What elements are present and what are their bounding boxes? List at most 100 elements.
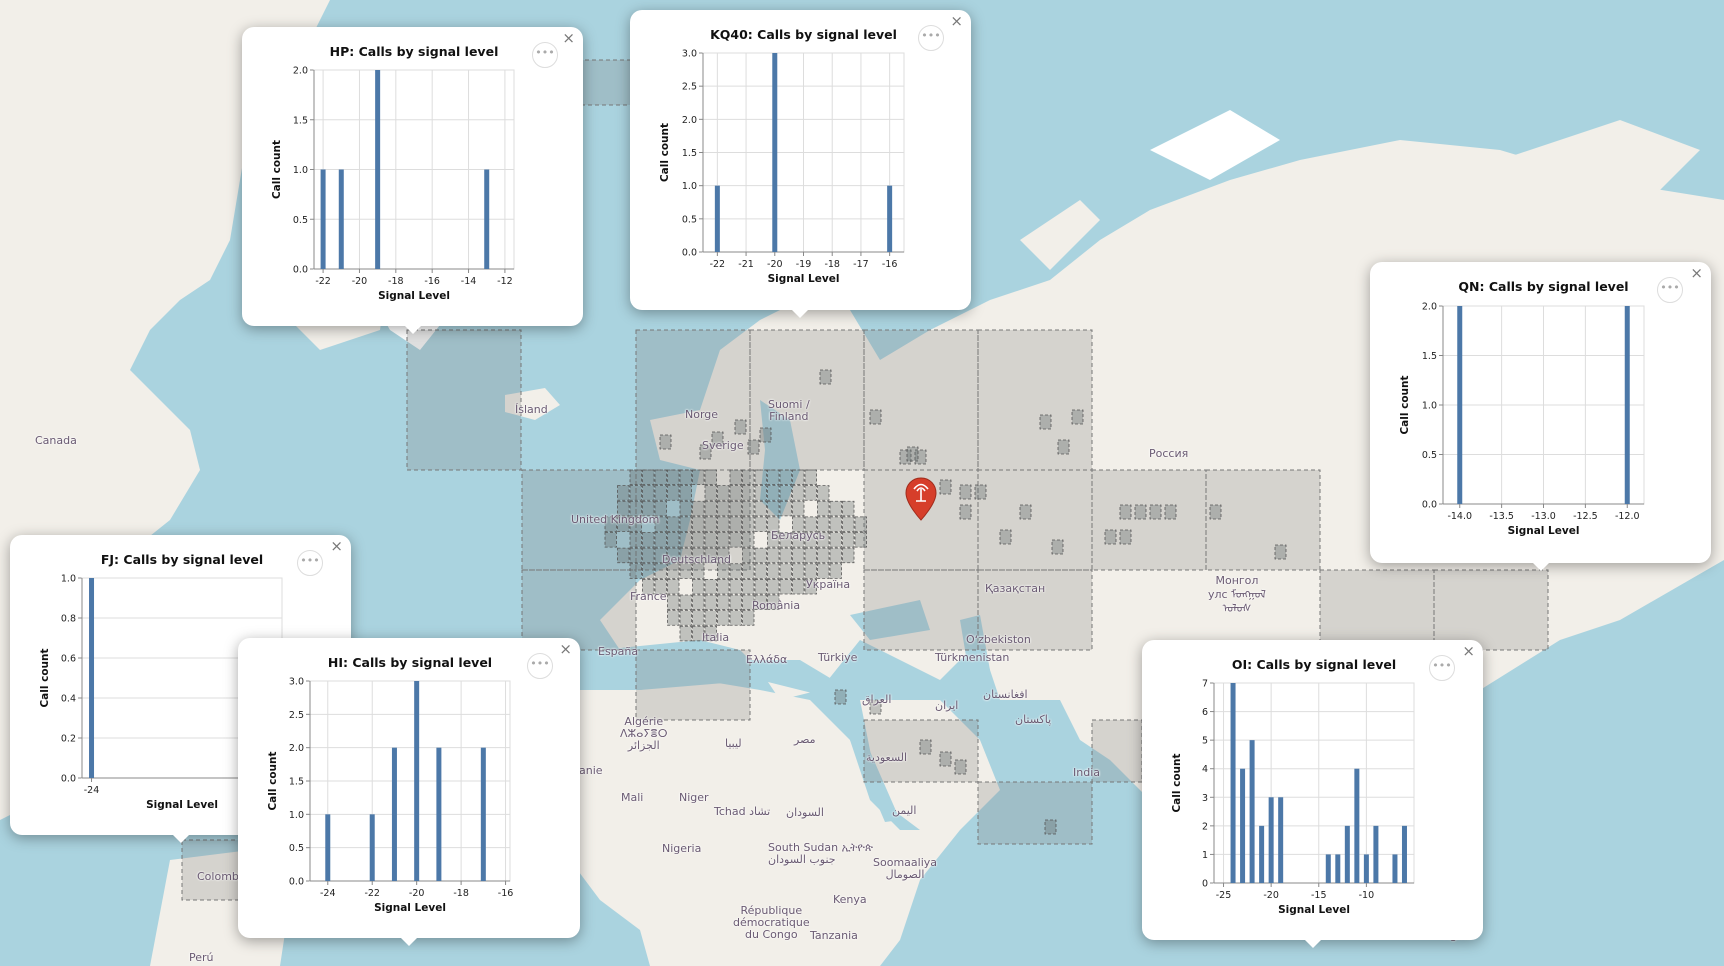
popup-close-button[interactable]: × [330, 537, 343, 555]
grid-square[interactable] [792, 485, 805, 501]
grid-square[interactable] [717, 578, 730, 595]
grid-square[interactable] [642, 485, 655, 501]
grid-square[interactable] [1149, 504, 1162, 520]
grid-square[interactable] [817, 547, 830, 564]
grid-square[interactable] [792, 578, 805, 595]
grid-square[interactable] [717, 610, 730, 626]
grid-square[interactable] [754, 547, 767, 564]
grid-square[interactable] [679, 532, 692, 548]
grid-square[interactable] [754, 563, 767, 579]
grid-square[interactable] [717, 563, 730, 579]
bar[interactable] [1354, 768, 1360, 883]
grid-square[interactable] [729, 516, 742, 532]
grid-square[interactable] [779, 547, 792, 564]
grid-square[interactable] [779, 485, 792, 501]
grid-square[interactable] [704, 469, 717, 486]
bar[interactable] [1392, 854, 1398, 883]
grid-square[interactable] [779, 469, 792, 486]
grid-square[interactable] [792, 500, 805, 517]
bar[interactable] [436, 747, 442, 881]
grid-square[interactable] [679, 547, 692, 564]
grid-square[interactable] [654, 547, 667, 564]
grid-square[interactable] [759, 427, 772, 443]
grid-square[interactable] [642, 469, 655, 486]
grid-square[interactable] [767, 532, 780, 548]
grid-square[interactable] [1019, 504, 1032, 520]
grid-square[interactable] [692, 547, 705, 564]
grid-square[interactable] [804, 469, 817, 486]
grid-square[interactable] [742, 516, 755, 532]
grid-square[interactable] [642, 532, 655, 548]
grid-square[interactable] [767, 469, 780, 486]
grid-square[interactable] [754, 485, 767, 501]
grid-square[interactable] [742, 578, 755, 595]
grid-square[interactable] [817, 485, 830, 501]
grid-square[interactable] [919, 739, 932, 755]
grid-square[interactable] [767, 563, 780, 579]
grid-square[interactable] [617, 547, 630, 564]
grid-square[interactable] [1274, 544, 1287, 560]
grid-square[interactable] [679, 500, 692, 517]
grid-square[interactable] [906, 446, 919, 462]
grid-square[interactable] [667, 563, 680, 579]
station-marker-icon[interactable] [904, 477, 938, 521]
grid-square[interactable] [899, 449, 912, 465]
grid-square[interactable] [692, 625, 705, 642]
grid-square[interactable] [717, 594, 730, 611]
grid-square[interactable] [1104, 529, 1117, 545]
grid-square[interactable] [704, 625, 717, 642]
bar[interactable] [1259, 825, 1265, 883]
grid-square[interactable] [1051, 539, 1064, 555]
bar[interactable] [1401, 825, 1407, 883]
grid-square[interactable] [742, 547, 755, 564]
chart-menu-button[interactable]: ••• [527, 653, 553, 679]
grid-square[interactable] [817, 532, 830, 548]
grid-square[interactable] [717, 532, 730, 548]
bar[interactable] [887, 185, 893, 252]
grid-square[interactable] [679, 485, 692, 501]
grid-square[interactable] [717, 485, 730, 501]
chart-menu-button[interactable]: ••• [918, 25, 944, 51]
grid-square[interactable] [604, 532, 617, 548]
grid-square[interactable] [817, 500, 830, 517]
grid-square[interactable] [729, 578, 742, 595]
grid-square[interactable] [939, 479, 952, 495]
grid-square[interactable] [729, 500, 742, 517]
grid-square[interactable] [704, 594, 717, 611]
grid-square[interactable] [704, 610, 717, 626]
grid-square[interactable] [829, 532, 842, 548]
grid-square[interactable] [692, 610, 705, 626]
grid-square[interactable] [704, 578, 717, 595]
grid-square[interactable] [829, 500, 842, 517]
grid-square[interactable] [629, 516, 642, 532]
grid-square[interactable] [692, 532, 705, 548]
grid-square[interactable] [1119, 529, 1132, 545]
grid-square[interactable] [617, 500, 630, 517]
grid-square[interactable] [834, 689, 847, 705]
grid-square[interactable] [704, 547, 717, 564]
grid-square[interactable] [974, 484, 987, 500]
grid-square[interactable] [842, 500, 855, 517]
grid-square[interactable] [954, 759, 967, 775]
grid-square[interactable] [617, 485, 630, 501]
grid-square[interactable] [999, 529, 1012, 545]
bar[interactable] [714, 185, 720, 252]
grid-square[interactable] [754, 594, 767, 611]
grid-square[interactable] [804, 516, 817, 532]
bar[interactable] [414, 681, 420, 881]
popup-close-button[interactable]: × [559, 640, 572, 658]
grid-square[interactable] [734, 419, 747, 435]
grid-square[interactable] [742, 563, 755, 579]
grid-square[interactable] [779, 578, 792, 595]
grid-square[interactable] [692, 563, 705, 579]
grid-square[interactable] [617, 516, 630, 532]
grid-square[interactable] [679, 563, 692, 579]
grid-square[interactable] [642, 500, 655, 517]
grid-square[interactable] [767, 547, 780, 564]
grid-square[interactable] [679, 610, 692, 626]
grid-square[interactable] [804, 547, 817, 564]
bar[interactable] [391, 747, 397, 881]
grid-square[interactable] [754, 469, 767, 486]
bar[interactable] [772, 53, 778, 252]
grid-square[interactable] [829, 563, 842, 579]
